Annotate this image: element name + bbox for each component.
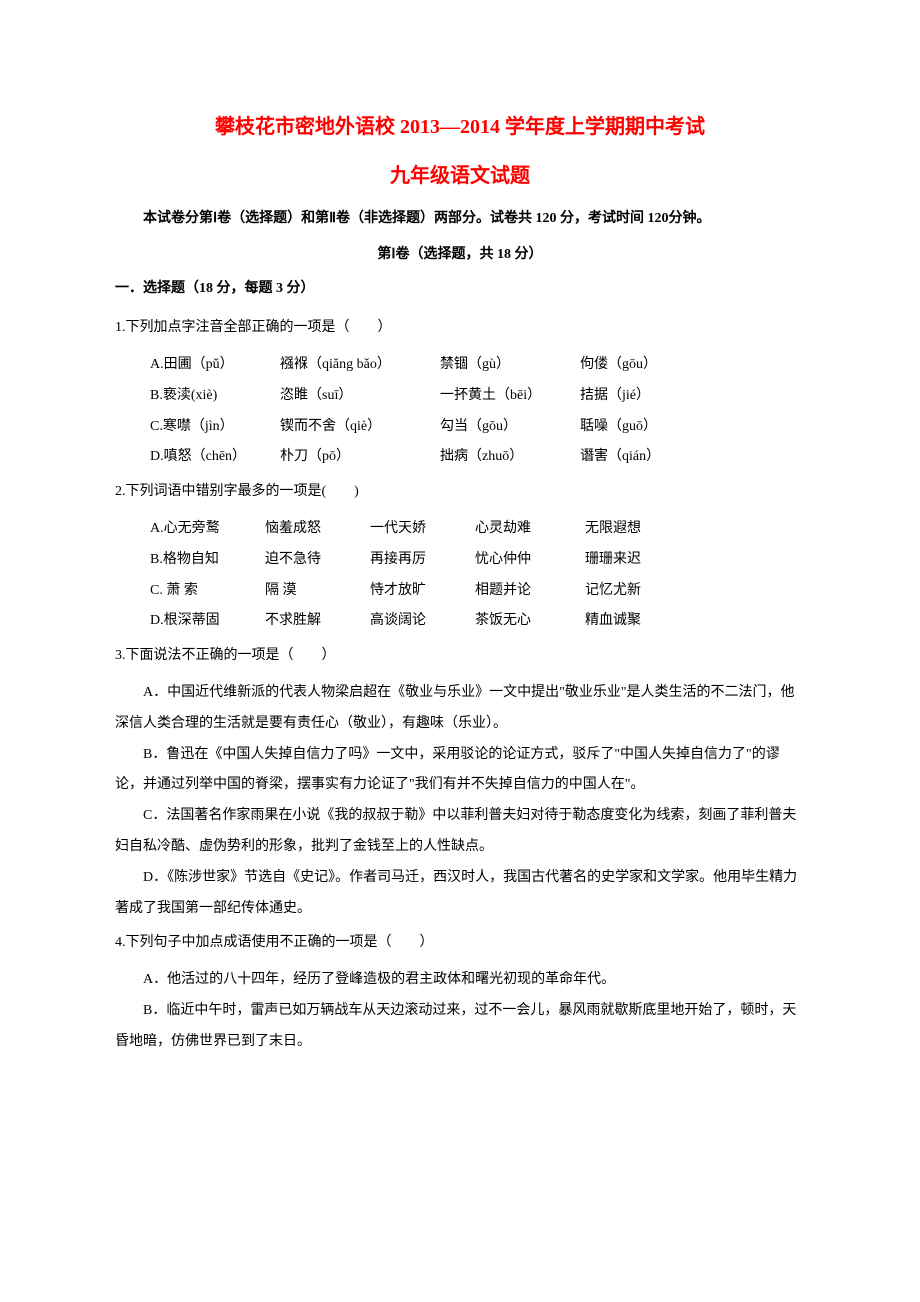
option-text: 忧心仲仲 bbox=[475, 545, 585, 576]
question-3-option-b: B．鲁迅在《中国人失掉自信力了吗》一文中，采用驳论的论证方式，驳斥了"中国人失掉… bbox=[115, 740, 805, 802]
question-1-stem: 1.下列加点字注音全部正确的一项是（ ） bbox=[115, 313, 805, 344]
option-text: 再接再厉 bbox=[370, 545, 475, 576]
option-text: 恣睢（suī） bbox=[280, 381, 440, 412]
question-1-option-b: B.亵渎(xiè) 恣睢（suī） 一抔黄土（bēi） 拮据（jié） bbox=[115, 381, 805, 412]
option-text: 一抔黄土（bēi） bbox=[440, 381, 580, 412]
option-text: 佝偻（gōu） bbox=[580, 350, 700, 381]
question-4-option-a: A．他活过的八十四年，经历了登峰造极的君主政体和曙光初现的革命年代。 bbox=[115, 965, 805, 996]
option-text: 一代天娇 bbox=[370, 514, 475, 545]
question-2-option-a: A.心无旁鹜 恼羞成怒 一代天娇 心灵劫难 无限遐想 bbox=[115, 514, 805, 545]
option-text: 珊珊来迟 bbox=[585, 545, 685, 576]
option-text: 高谈阔论 bbox=[370, 606, 475, 637]
question-2-option-c: C. 萧 索 隔 漠 恃才放旷 相题并论 记忆尤新 bbox=[115, 576, 805, 607]
option-text: 隔 漠 bbox=[265, 576, 370, 607]
option-label: B.格物自知 bbox=[150, 545, 265, 576]
question-2-option-b: B.格物自知 迫不急待 再接再厉 忧心仲仲 珊珊来迟 bbox=[115, 545, 805, 576]
option-text: 记忆尤新 bbox=[585, 576, 685, 607]
option-label: A.心无旁鹜 bbox=[150, 514, 265, 545]
question-2-option-d: D.根深蒂固 不求胜解 高谈阔论 茶饭无心 精血诚聚 bbox=[115, 606, 805, 637]
option-text: 精血诚聚 bbox=[585, 606, 685, 637]
option-text: 锲而不舍（qiè） bbox=[280, 412, 440, 443]
question-3: 3.下面说法不正确的一项是（ ） A．中国近代维新派的代表人物梁启超在《敬业与乐… bbox=[115, 641, 805, 924]
option-text: 朴刀（pō） bbox=[280, 442, 440, 473]
option-label: C. 萧 索 bbox=[150, 576, 265, 607]
option-text: 茶饭无心 bbox=[475, 606, 585, 637]
option-text: 襁褓（qiǎng bǎo） bbox=[280, 350, 440, 381]
option-label: D.嗔怒（chēn） bbox=[150, 442, 280, 473]
option-text: 拮据（jié） bbox=[580, 381, 700, 412]
option-text: 心灵劫难 bbox=[475, 514, 585, 545]
exam-title: 攀枝花市密地外语校 2013—2014 学年度上学期期中考试 bbox=[115, 110, 805, 139]
exam-subtitle: 九年级语文试题 bbox=[115, 159, 805, 188]
question-1: 1.下列加点字注音全部正确的一项是（ ） A.田圃（pǔ） 襁褓（qiǎng b… bbox=[115, 313, 805, 473]
option-text: 聒噪（guō） bbox=[580, 412, 700, 443]
option-label: C.寒噤（jìn） bbox=[150, 412, 280, 443]
question-2-stem: 2.下列词语中错别字最多的一项是( ) bbox=[115, 477, 805, 508]
question-4: 4.下列句子中加点成语使用不正确的一项是（ ） A．他活过的八十四年，经历了登峰… bbox=[115, 928, 805, 1057]
option-label: B.亵渎(xiè) bbox=[150, 381, 280, 412]
question-2: 2.下列词语中错别字最多的一项是( ) A.心无旁鹜 恼羞成怒 一代天娇 心灵劫… bbox=[115, 477, 805, 637]
question-3-option-c: C．法国著名作家雨果在小说《我的叔叔于勒》中以菲利普夫妇对待于勒态度变化为线索，… bbox=[115, 801, 805, 863]
option-text: 恃才放旷 bbox=[370, 576, 475, 607]
question-1-option-a: A.田圃（pǔ） 襁褓（qiǎng bǎo） 禁锢（gù） 佝偻（gōu） bbox=[115, 350, 805, 381]
option-text: 不求胜解 bbox=[265, 606, 370, 637]
option-text: 谮害（qián） bbox=[580, 442, 700, 473]
option-text: 恼羞成怒 bbox=[265, 514, 370, 545]
option-text: 迫不急待 bbox=[265, 545, 370, 576]
option-text: 相题并论 bbox=[475, 576, 585, 607]
option-text: 禁锢（gù） bbox=[440, 350, 580, 381]
subsection-1: 一．选择题（18 分，每题 3 分） bbox=[115, 277, 805, 297]
option-label: A.田圃（pǔ） bbox=[150, 350, 280, 381]
option-text: 勾当（gōu） bbox=[440, 412, 580, 443]
question-3-option-a: A．中国近代维新派的代表人物梁启超在《敬业与乐业》一文中提出"敬业乐业"是人类生… bbox=[115, 678, 805, 740]
exam-intro: 本试卷分第Ⅰ卷（选择题）和第Ⅱ卷（非选择题）两部分。试卷共 120 分，考试时间… bbox=[115, 206, 805, 231]
section-1-header: 第Ⅰ卷（选择题，共 18 分） bbox=[115, 243, 805, 263]
question-3-option-d: D．《陈涉世家》节选自《史记》。作者司马迁，西汉时人，我国古代著名的史学家和文学… bbox=[115, 863, 805, 925]
question-1-option-d: D.嗔怒（chēn） 朴刀（pō） 拙病（zhuō） 谮害（qián） bbox=[115, 442, 805, 473]
option-label: D.根深蒂固 bbox=[150, 606, 265, 637]
question-3-stem: 3.下面说法不正确的一项是（ ） bbox=[115, 641, 805, 672]
question-1-option-c: C.寒噤（jìn） 锲而不舍（qiè） 勾当（gōu） 聒噪（guō） bbox=[115, 412, 805, 443]
option-text: 拙病（zhuō） bbox=[440, 442, 580, 473]
question-4-option-b: B．临近中午时，雷声已如万辆战车从天边滚动过来，过不一会儿，暴风雨就歇斯底里地开… bbox=[115, 996, 805, 1058]
question-4-stem: 4.下列句子中加点成语使用不正确的一项是（ ） bbox=[115, 928, 805, 959]
option-text: 无限遐想 bbox=[585, 514, 685, 545]
